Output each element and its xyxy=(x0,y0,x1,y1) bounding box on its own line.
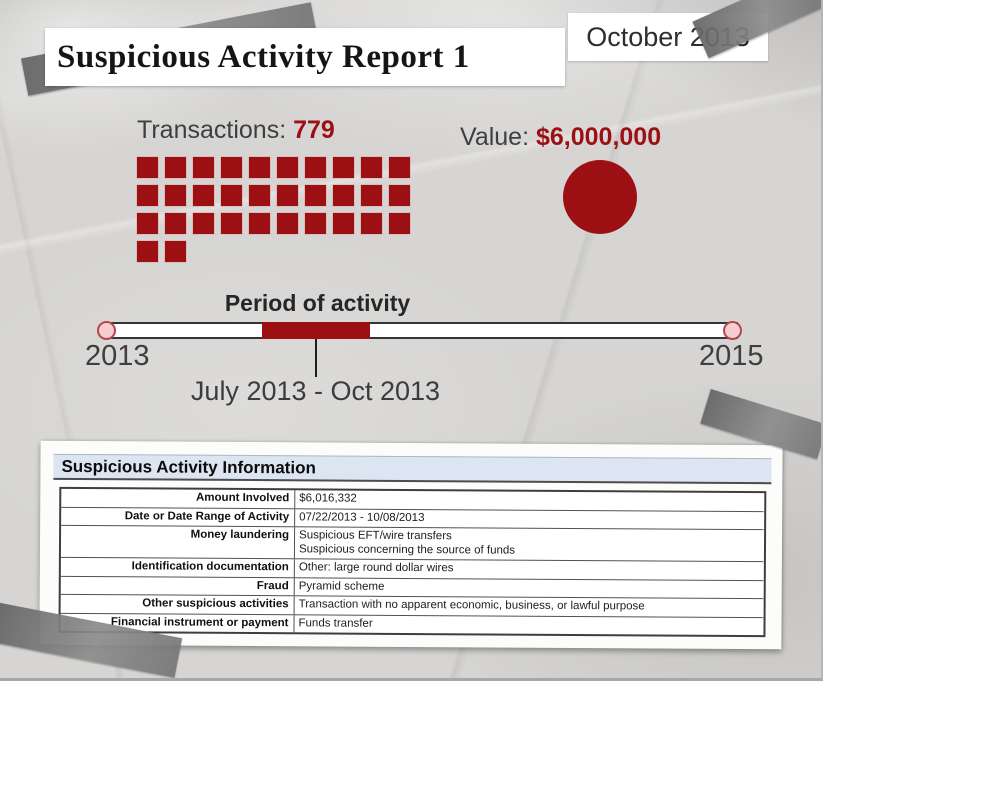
waffle-square xyxy=(389,213,410,234)
waffle-square xyxy=(249,185,270,206)
waffle-square xyxy=(361,157,382,178)
value-label: Value: $6,000,000 xyxy=(460,123,661,152)
waffle-square xyxy=(333,213,354,234)
timeline-end-dot xyxy=(723,321,742,340)
timeline-range-label: July 2013 - Oct 2013 xyxy=(190,376,441,406)
waffle-square xyxy=(389,157,410,178)
table-row-label: Date or Date Range of Activity xyxy=(61,507,296,527)
waffle-square xyxy=(361,213,382,234)
suspicious-activity-table: Amount Involved $6,016,332 Date or Date Ra… xyxy=(58,486,767,638)
table-row-value: Funds transfer xyxy=(298,616,373,630)
waffle-square xyxy=(333,185,354,206)
table-row-label: Other suspicious activities xyxy=(60,594,295,614)
waffle-square xyxy=(137,185,158,206)
value-label-text: Value: xyxy=(460,123,530,151)
table-row-value: Transaction with no apparent economic, b… xyxy=(298,598,645,613)
transactions-value: 779 xyxy=(293,116,335,144)
waffle-square xyxy=(165,157,186,178)
waffle-square xyxy=(221,185,242,206)
report-title-box: Suspicious Activity Report 1 xyxy=(45,28,565,86)
table-row-value: 07/22/2013 - 10/08/2013 xyxy=(299,510,425,524)
table-row-label: Fraud xyxy=(60,576,295,596)
timeline-title: Period of activity xyxy=(224,290,411,316)
waffle-square xyxy=(193,185,214,206)
waffle-square xyxy=(305,157,326,178)
timeline-start-year: 2013 xyxy=(85,340,150,372)
table-row-label: Amount Involved xyxy=(61,488,296,508)
waffle-square xyxy=(277,157,298,178)
table-row-value: Other: large round dollar wires xyxy=(298,561,454,575)
waffle-square xyxy=(249,213,270,234)
waffle-square xyxy=(165,241,186,262)
timeline-start-dot xyxy=(97,321,116,340)
table-row-label: Identification documentation xyxy=(60,557,295,577)
transactions-label: Transactions: 779 xyxy=(137,116,335,145)
table-header-band: Suspicious Activity Information xyxy=(53,453,772,485)
value-amount: $6,000,000 xyxy=(535,123,662,151)
value-bubble-chart xyxy=(563,160,637,234)
table-header-title: Suspicious Activity Information xyxy=(61,456,316,478)
waffle-square xyxy=(193,157,214,178)
waffle-square xyxy=(361,185,382,206)
transactions-label-text: Transactions: xyxy=(137,116,287,144)
waffle-square xyxy=(277,185,298,206)
waffle-square xyxy=(277,213,298,234)
transactions-waffle-chart xyxy=(137,157,410,262)
waffle-square xyxy=(165,213,186,234)
timeline-bar xyxy=(105,322,738,339)
timeline-end-year: 2015 xyxy=(699,340,764,372)
waffle-square xyxy=(165,185,186,206)
table-row-label: Money laundering xyxy=(60,525,296,559)
table-row: Money laundering Suspicious EFT/wire tran… xyxy=(60,524,765,562)
report-title: Suspicious Activity Report 1 xyxy=(57,39,470,75)
sar-document-sheet: Suspicious Activity Information Amount I… xyxy=(39,440,783,650)
table-row-value: $6,016,332 xyxy=(299,492,357,505)
waffle-square xyxy=(137,241,158,262)
waffle-square xyxy=(137,157,158,178)
waffle-square xyxy=(249,157,270,178)
paper-background: Suspicious Activity Report 1 October 201… xyxy=(0,0,823,681)
waffle-square xyxy=(193,213,214,234)
waffle-square xyxy=(137,213,158,234)
timeline-connector-line xyxy=(315,339,317,377)
waffle-square xyxy=(221,157,242,178)
waffle-square xyxy=(221,213,242,234)
waffle-square xyxy=(333,157,354,178)
table-row-value: Suspicious EFT/wire transfers Suspicious… xyxy=(298,529,516,557)
waffle-square xyxy=(305,213,326,234)
table-row-value: Pyramid scheme xyxy=(298,579,385,593)
waffle-square xyxy=(389,185,410,206)
waffle-square xyxy=(305,185,326,206)
timeline-highlight-segment xyxy=(262,322,370,339)
